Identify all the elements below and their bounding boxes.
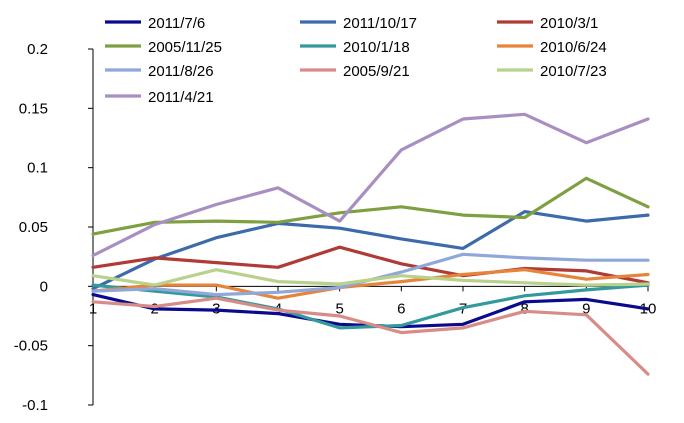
series-line	[91, 112, 650, 258]
x-tick-label: 1	[89, 300, 97, 317]
series-line	[91, 283, 650, 330]
x-tick-label: 5	[335, 300, 343, 317]
plot-area	[91, 112, 650, 376]
legend-label: 2011/4/21	[148, 89, 214, 106]
series-line	[91, 268, 650, 287]
y-tick-label: 0.1	[27, 160, 48, 177]
legend-label: 2010/7/23	[540, 63, 607, 80]
legend-label: 2010/6/24	[540, 39, 607, 56]
y-tick-label: 0.2	[27, 41, 48, 58]
y-tick-label: 0.05	[19, 219, 48, 236]
legend-item: 2010/7/23	[497, 63, 607, 80]
y-tick-label: -0.05	[14, 338, 48, 355]
legend-item: 2010/1/18	[300, 39, 410, 56]
x-tick-label: 6	[397, 300, 405, 317]
legend-label: 2011/7/6	[148, 15, 205, 32]
legend-item: 2005/9/21	[300, 63, 410, 80]
legend-item: 2011/7/6	[105, 15, 205, 32]
legend-item: 2011/4/21	[105, 89, 214, 106]
legend-label: 2011/10/17	[343, 15, 417, 32]
legend-item: 2011/10/17	[300, 15, 417, 32]
y-tick-label: 0.15	[19, 100, 48, 117]
legend-label: 2010/3/1	[540, 15, 598, 32]
legend: 2011/7/6 2011/10/17 2010/3/1 2005/11/25 2010…	[105, 15, 607, 106]
series-line	[91, 296, 650, 376]
legend-item: 2010/3/1	[497, 15, 598, 32]
series-line	[91, 245, 650, 285]
y-tick-label: -0.1	[22, 397, 48, 414]
legend-label: 2005/9/21	[343, 63, 410, 80]
legend-item: 2005/11/25	[105, 39, 222, 56]
y-tick-label: 0	[40, 278, 48, 295]
series-line	[91, 176, 650, 236]
legend-item: 2011/8/26	[105, 63, 214, 80]
legend-item: 2010/6/24	[497, 39, 607, 56]
legend-label: 2011/8/26	[148, 63, 214, 80]
legend-label: 2005/11/25	[148, 39, 222, 56]
series-line	[91, 210, 650, 291]
y-axis: -0.1 -0.05 0 0.05 0.1 0.15 0.2	[14, 41, 94, 414]
x-tick-label: 8	[520, 300, 528, 317]
x-tick-label: 9	[582, 300, 590, 317]
series-line	[91, 268, 650, 300]
legend-label: 2010/1/18	[343, 39, 410, 56]
series-line	[91, 293, 650, 329]
